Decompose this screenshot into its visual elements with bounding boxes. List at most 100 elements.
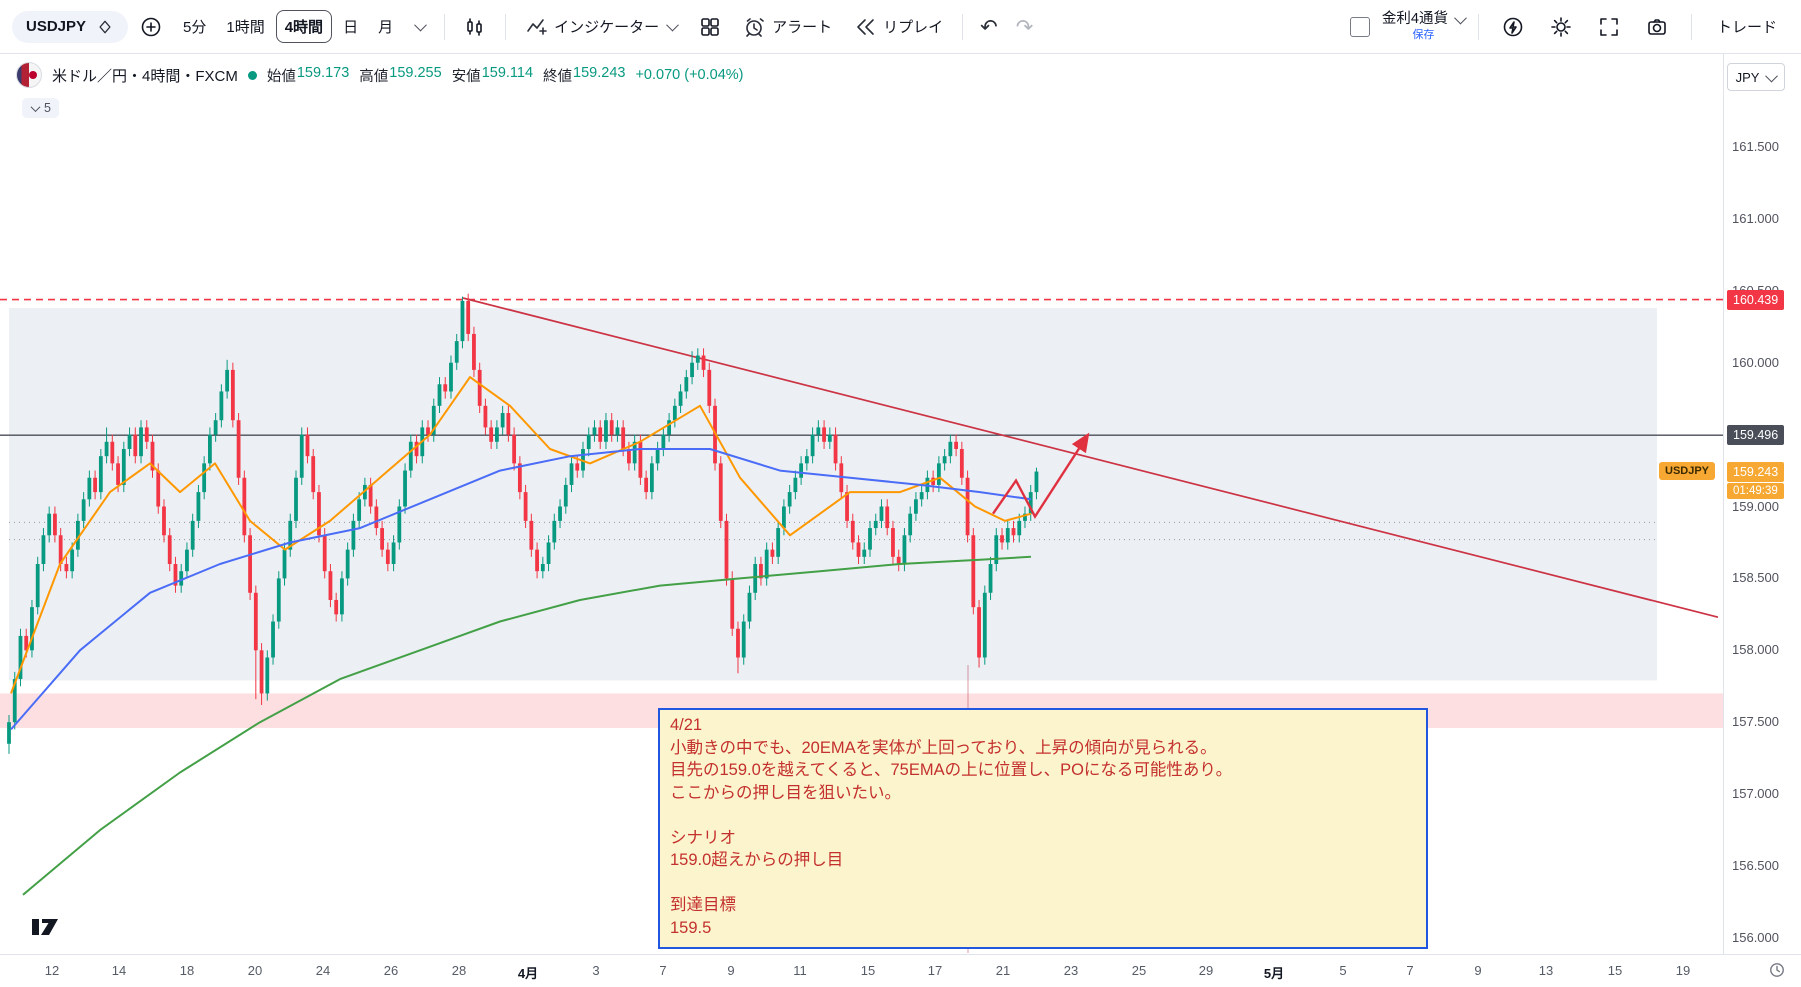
note-text-line: 159.0超えからの押し目 — [670, 851, 844, 869]
rewind-icon — [854, 16, 876, 38]
time-tick-label: 4月 — [517, 966, 539, 981]
plus-circle-icon — [141, 17, 161, 36]
camera-icon — [1648, 18, 1666, 35]
market-open-dot — [247, 70, 257, 80]
trade-button[interactable]: トレード — [1716, 19, 1777, 36]
timeframe-4h-button[interactable]: 4時間 — [275, 10, 333, 43]
layout-menu-button[interactable]: 金利4通貨 保存 — [1381, 10, 1467, 41]
series-price-tag: USDJPY — [1659, 462, 1716, 480]
price-tick-label: 156.500 — [1732, 858, 1779, 873]
chart-settings-button[interactable] — [1540, 10, 1582, 44]
timeframe-5min-button[interactable]: 5分 — [183, 19, 207, 36]
close-value: 159.243 — [573, 64, 626, 81]
gear-icon — [1551, 16, 1571, 37]
low-label: 安値 — [451, 68, 481, 85]
ohlc-values: 始値 159.173 高値 159.255 安値 159.114 終値 159.243 … — [267, 65, 744, 86]
time-tick-label: 12 — [44, 963, 60, 978]
low-value: 159.114 — [481, 64, 534, 81]
timeframe-month-button[interactable]: 月 — [378, 19, 394, 36]
note-text-line: 159.5 — [670, 918, 712, 937]
layout-grid-button[interactable] — [689, 10, 731, 44]
note-text-line — [670, 872, 1416, 895]
tradingview-logo[interactable] — [30, 914, 70, 945]
chart-pane[interactable]: 米ドル／円・4時間・FXCM 始値 159.173 高値 159.255 安値 159… — [0, 54, 1723, 955]
time-tick-label: 14 — [111, 963, 127, 978]
75ema-line[interactable] — [10, 448, 1032, 731]
projection-arrow[interactable] — [992, 432, 1090, 519]
price-tick-label: 161.500 — [1732, 139, 1779, 154]
time-tick-label: 24 — [315, 963, 331, 978]
redo-button[interactable]: ↷ — [1015, 14, 1034, 39]
toolbar-right-group: 金利4通貨 保存 トレード — [1349, 10, 1789, 44]
timeframe-menu-button[interactable] — [404, 16, 435, 37]
alert-label: アラート — [772, 19, 833, 36]
note-text-line: ここからの押し目を狙いたい。 — [670, 783, 901, 802]
price-level-label: 159.496 — [1727, 425, 1785, 446]
time-tick-label: 26 — [383, 963, 399, 978]
candlestick-series[interactable] — [7, 293, 1039, 754]
symbol-title[interactable]: 米ドル／円・4時間・FXCM — [52, 67, 238, 85]
toolbar-divider — [1690, 13, 1692, 40]
chart-type-button[interactable] — [454, 10, 496, 44]
time-tick-label: 29 — [1198, 963, 1214, 978]
grid-layout-icon — [701, 17, 719, 36]
time-tick-label: 15 — [1607, 963, 1623, 978]
price-tick-label: 157.000 — [1732, 786, 1779, 802]
symbol-name: USDJPY — [26, 18, 87, 35]
chevron-down-icon — [414, 18, 427, 32]
time-tick-label: 7 — [659, 963, 667, 978]
time-tick-label: 20 — [247, 963, 263, 978]
20ema-line[interactable] — [10, 376, 1032, 694]
200ema-line[interactable] — [22, 555, 1032, 896]
change-value: +0.070 (+0.04%) — [635, 67, 744, 83]
price-tick-label: 156.000 — [1732, 929, 1779, 945]
timeframe-day-button[interactable]: 日 — [343, 19, 359, 36]
symbol-flag-icon — [96, 18, 114, 36]
indicators-count: 5 — [44, 101, 51, 115]
add-symbol-button[interactable] — [130, 10, 172, 44]
alarm-clock-icon — [743, 16, 765, 38]
symbol-search-button[interactable]: USDJPY — [12, 10, 129, 43]
analysis-note[interactable]: 4/21 小動きの中でも、20EMAを実体が上回っており、上昇の傾向が見られる。目… — [658, 708, 1428, 949]
note-text-line: 到達目標 — [670, 896, 736, 914]
toolbar-divider — [1477, 13, 1479, 40]
chevron-down-icon — [1765, 69, 1779, 82]
consolidation-range-box[interactable] — [9, 308, 1657, 681]
toolbar-divider — [444, 13, 446, 40]
time-tick-label: 7 — [1406, 963, 1414, 978]
currency-selector[interactable]: JPY — [1727, 63, 1785, 91]
fullscreen-button[interactable] — [1588, 10, 1630, 44]
layout-name: 金利4通貨 — [1381, 10, 1448, 27]
top-toolbar: USDJPY 5分 1時間 4時間 日 月 インジケーター — [0, 0, 1801, 54]
time-tick-label: 19 — [1675, 963, 1691, 978]
replay-button[interactable]: リプレイ — [844, 10, 953, 44]
layout-sync-checkbox[interactable] — [1349, 16, 1370, 37]
undo-button[interactable]: ↶ — [980, 14, 998, 39]
time-tick-label: 5 — [1339, 963, 1347, 978]
chevron-down-icon — [666, 18, 679, 32]
currency-label: JPY — [1735, 69, 1760, 85]
time-tick-label: 11 — [793, 963, 807, 978]
descending-trendline[interactable] — [462, 297, 1719, 619]
high-value: 159.255 — [389, 64, 442, 81]
alert-button[interactable]: アラート — [733, 10, 842, 44]
indicators-button[interactable]: インジケーター — [515, 10, 687, 44]
save-label[interactable]: 保存 — [1412, 28, 1435, 41]
time-axis[interactable]: 12 14 18 20 24 26 28 4月 3 7 9 11 15 17 21 23 25 29 5月 5 7 9 13… — [0, 954, 1801, 987]
snapshot-button[interactable] — [1636, 10, 1678, 44]
price-tick-label: 158.500 — [1732, 570, 1779, 586]
timeframe-1h-button[interactable]: 1時間 — [226, 19, 265, 36]
timezone-clock-icon[interactable] — [1769, 962, 1785, 983]
lightning-circle-icon — [1503, 17, 1523, 36]
price-axis[interactable]: 161.500161.000160.500160.000159.000158.5… — [1723, 54, 1801, 955]
note-text-line: 4/21 — [670, 716, 703, 734]
time-tick-label: 28 — [451, 963, 467, 978]
quick-actions-button[interactable] — [1492, 10, 1534, 44]
price-tick-label: 159.000 — [1732, 498, 1779, 514]
open-value: 159.173 — [296, 64, 350, 81]
time-tick-label: 5月 — [1263, 966, 1285, 981]
indicators-collapse-toggle[interactable]: 5 — [22, 98, 59, 118]
note-text-line: シナリオ — [670, 828, 736, 847]
chevron-down-icon — [30, 101, 41, 112]
time-tick-label: 3 — [592, 963, 600, 978]
